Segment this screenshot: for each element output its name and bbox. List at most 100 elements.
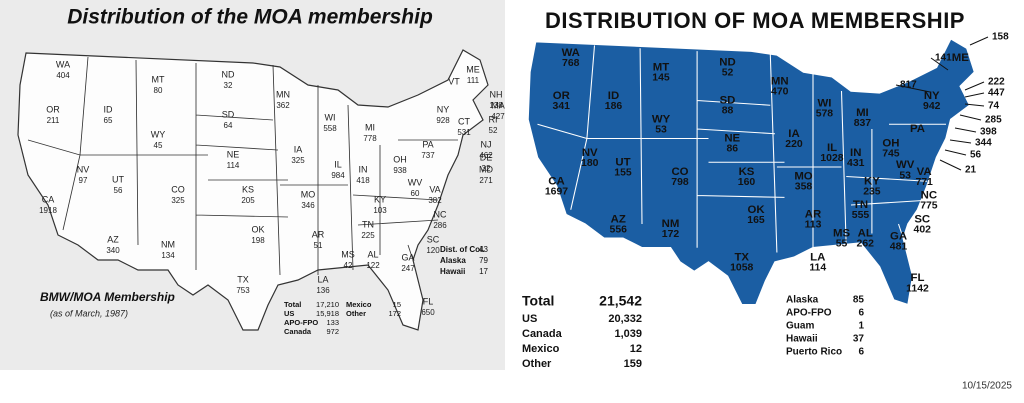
- callout-value: 817: [900, 80, 917, 91]
- callout-value: 398: [980, 127, 997, 138]
- state-label: KS: [242, 184, 254, 194]
- state-value: 382: [428, 196, 442, 205]
- callout-line: [944, 149, 967, 156]
- left-title: Distribution of the MOA membership: [67, 6, 433, 29]
- state-label: ME: [952, 52, 969, 64]
- state-label: IL: [334, 159, 342, 169]
- territory-value: 6: [858, 308, 864, 319]
- state-label: AR: [805, 209, 821, 221]
- total-label: APO-FPO: [284, 318, 318, 327]
- state-label: PA: [422, 139, 433, 149]
- territory-label: Guam: [786, 321, 814, 332]
- territory-value: 85: [853, 295, 865, 306]
- state-label: FL: [423, 296, 434, 306]
- state-value: 120: [426, 246, 440, 255]
- state-value: 32: [224, 81, 233, 90]
- state-label: NV: [582, 147, 598, 159]
- state-value: 341: [553, 101, 571, 112]
- state-label: NC: [921, 190, 937, 202]
- state-value: 165: [747, 215, 765, 226]
- state-label: VT: [448, 76, 460, 86]
- state-label: NM: [662, 218, 680, 230]
- callout-line: [959, 114, 982, 121]
- total-value: 1,039: [614, 328, 642, 340]
- callout-line: [939, 159, 962, 171]
- state-value: 64: [224, 121, 233, 130]
- us-outline: [17, 49, 489, 331]
- state-label: MI: [365, 122, 375, 132]
- state-value: 55: [836, 239, 848, 250]
- state-value: 778: [363, 134, 377, 143]
- state-label: NY: [437, 104, 450, 114]
- state-value: 180: [581, 158, 599, 169]
- total-value: 172: [388, 309, 401, 318]
- state-label: SD: [222, 109, 235, 119]
- state-value: 60: [411, 189, 420, 198]
- state-value: 558: [323, 124, 337, 133]
- state-value: 86: [726, 144, 738, 155]
- state-label: NC: [434, 209, 447, 219]
- state-value: 172: [662, 229, 680, 240]
- total-label: Other: [522, 358, 552, 370]
- state-value: 88: [722, 106, 734, 117]
- state-value: 155: [614, 167, 632, 178]
- state-value: 325: [291, 156, 305, 165]
- state-value: 111: [467, 76, 480, 85]
- state-value: 52: [489, 126, 498, 135]
- state-value: 928: [436, 116, 450, 125]
- callout-value: 447: [988, 88, 1005, 99]
- total-label: US: [522, 313, 537, 325]
- state-label: NH: [490, 89, 503, 99]
- state-value: 462: [479, 151, 493, 160]
- territory-value: 37: [853, 334, 865, 345]
- state-label: ME: [466, 64, 480, 74]
- state-value: 247: [401, 264, 415, 273]
- state-label: WA: [56, 59, 70, 69]
- state-value: 481: [890, 242, 908, 253]
- state-value: 138: [489, 101, 503, 110]
- state-label: CO: [171, 184, 185, 194]
- state-value: 775: [920, 201, 938, 212]
- state-value: 97: [79, 176, 88, 185]
- other-area-value: 43: [479, 245, 488, 254]
- state-label: ID: [608, 90, 619, 102]
- state-label: OH: [882, 137, 899, 149]
- state-label: SC: [427, 234, 440, 244]
- state-value: 737: [421, 151, 435, 160]
- state-value: 205: [241, 196, 255, 205]
- state-value: 235: [863, 186, 881, 197]
- state-value: 160: [738, 177, 756, 188]
- state-label: MS: [833, 228, 850, 240]
- state-value: 942: [923, 101, 941, 112]
- other-area-label: Hawaii: [440, 267, 465, 276]
- state-value: 271: [479, 176, 493, 185]
- state-label: ND: [719, 57, 735, 69]
- state-value: 427: [491, 112, 505, 121]
- state-value: 113: [805, 220, 822, 231]
- callout-value: 21: [965, 165, 977, 176]
- state-label: TX: [237, 274, 249, 284]
- callout-value: 56: [970, 150, 982, 161]
- map-right: WA768OR341CA1697NV180ID186MT145WY53UT155…: [527, 37, 976, 306]
- state-value: 753: [236, 286, 250, 295]
- territory-label: Puerto Rico: [786, 347, 842, 358]
- state-value: 346: [301, 201, 315, 210]
- state-label: AZ: [611, 213, 626, 225]
- state-value: 938: [393, 166, 407, 175]
- state-value: 340: [106, 246, 120, 255]
- callout-value: 222: [988, 77, 1005, 88]
- state-value: 65: [104, 116, 113, 125]
- state-label: RI: [489, 114, 498, 124]
- total-value: 159: [624, 358, 642, 370]
- callout-value: 141: [935, 53, 952, 64]
- state-label: TN: [362, 219, 374, 229]
- callout-line: [895, 84, 931, 93]
- inset-note: (as of March, 1987): [50, 308, 128, 318]
- state-label: IA: [294, 144, 303, 154]
- state-value: 418: [356, 176, 370, 185]
- state-label: AL: [858, 228, 873, 240]
- total-value: 17,210: [316, 300, 339, 309]
- total-value: 15,918: [316, 309, 339, 318]
- total-label: Other: [346, 309, 366, 318]
